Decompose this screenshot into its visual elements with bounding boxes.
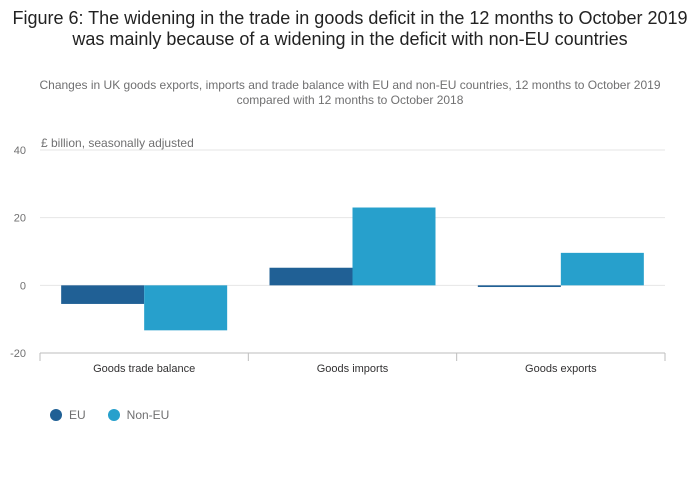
x-tick-label: Goods trade balance <box>93 363 195 375</box>
bar-non-eu-2 <box>352 207 436 286</box>
y-tick-label: 20 <box>14 213 26 225</box>
legend-marker-eu <box>50 409 62 421</box>
bar-eu-1 <box>61 285 145 304</box>
x-tick-label: Goods imports <box>317 363 389 375</box>
legend: EU Non-EU <box>50 408 191 422</box>
legend-marker-non-eu <box>107 409 120 421</box>
bar-eu-3 <box>477 285 561 288</box>
bar-non-eu-3 <box>560 252 644 286</box>
bar-non-eu-1 <box>144 285 228 331</box>
legend-label-eu: EU <box>69 408 86 422</box>
legend-label-non-eu: Non-EU <box>126 408 170 422</box>
y-tick-label: 40 <box>14 145 26 157</box>
chart-title: Figure 6: The widening in the trade in g… <box>12 8 688 49</box>
y-tick-label: 0 <box>20 280 26 292</box>
y-axis-label: £ billion, seasonally adjusted <box>41 136 194 150</box>
legend-item-eu[interactable]: EU <box>50 408 86 422</box>
y-tick-label: -20 <box>10 348 26 360</box>
legend-item-non-eu[interactable]: Non-EU <box>107 408 170 422</box>
chart-subtitle: Changes in UK goods exports, imports and… <box>39 78 661 107</box>
bar-eu-2 <box>269 267 353 286</box>
x-tick-label: Goods exports <box>525 363 597 375</box>
